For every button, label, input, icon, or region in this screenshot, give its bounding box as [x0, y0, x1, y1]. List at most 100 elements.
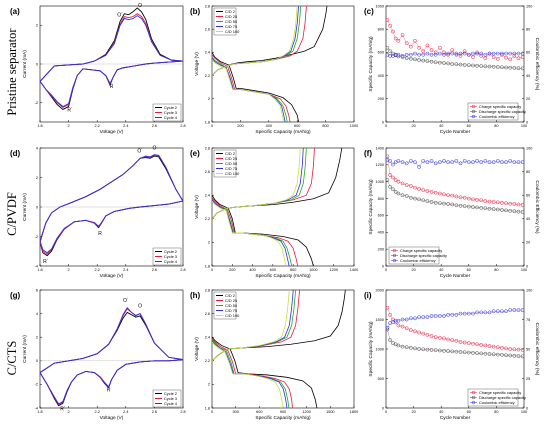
series-discharge-specific-capacity-point [500, 353, 504, 357]
series-discharge-specific-capacity-point [462, 63, 467, 67]
series-coulombic-efficiency-point [520, 308, 524, 312]
x-tick-label: 2 [68, 124, 70, 128]
series-charge-specific-capacity-point [479, 54, 484, 58]
series-coulombic-efficiency-point [479, 310, 484, 315]
series-discharge-specific-capacity-point [408, 195, 413, 200]
panels: (a) 1.8 2 2.2 2.4 2.6 2.8 -2 0 2 Voltage (V) Curren… [10, 3, 540, 421]
series-discharge-specific-capacity-point [446, 61, 450, 66]
legend-label: Cycle 2 [164, 391, 177, 396]
series-charge-specific-capacity-point [479, 343, 484, 347]
series-charge-specific-capacity-point [400, 181, 405, 186]
panel-letter: (e) [190, 149, 200, 158]
x-tick-label: 1400 [350, 268, 358, 272]
series-discharge-specific-capacity-point [520, 210, 524, 214]
series-coulombic-efficiency-point [425, 315, 430, 319]
series-coulombic-efficiency-point [425, 160, 430, 165]
series-coulombic-efficiency-point [429, 159, 434, 163]
series-charge-specific-capacity-point [471, 197, 475, 202]
series-discharge-specific-capacity-point [421, 198, 426, 203]
series-discharge-specific-capacity-point [386, 45, 390, 50]
x-tick-label: 2.8 [180, 410, 185, 414]
series-charge-specific-capacity-point [491, 200, 496, 204]
legend-label: C/D 100 [225, 313, 240, 318]
series-coulombic-efficiency-point [475, 51, 479, 56]
x-tick-label: 2.6 [152, 410, 157, 414]
series-charge-specific-capacity-point [508, 57, 513, 62]
series-discharge-specific-capacity-point [495, 352, 500, 357]
y-tick-label: 2 [36, 336, 38, 340]
panel-letter: (a) [10, 7, 20, 16]
series-charge-specific-capacity-point [458, 195, 463, 200]
y-axis-label: Specific Capacity (mAh/g) [368, 179, 374, 235]
series-coulombic-efficiency-point [483, 52, 488, 57]
series-discharge-specific-capacity-point [462, 350, 467, 355]
series-discharge-specific-capacity-point [466, 350, 471, 355]
series-discharge-specific-capacity-point [400, 55, 405, 59]
y-tick-label: 1000 [376, 347, 384, 351]
x-tick-label: 800 [290, 268, 296, 272]
series-coulombic-efficiency-point [487, 51, 492, 56]
series-discharge-specific-capacity-point [516, 66, 521, 71]
y-tick-label: 2 [208, 383, 210, 387]
series-c-d-100-charge-line [212, 148, 301, 220]
series-discharge-specific-capacity-point [458, 62, 463, 67]
x-tick-label: 0 [211, 410, 213, 414]
series-coulombic-efficiency-point [446, 51, 450, 56]
y-tick-label: 0 [36, 205, 38, 209]
series-discharge-specific-capacity-point [433, 60, 438, 65]
series-cycle-4-line [40, 306, 183, 405]
series-discharge-specific-capacity-point [388, 338, 392, 342]
series-discharge-specific-capacity-point [450, 202, 455, 207]
plot-area [386, 154, 524, 214]
series-charge-specific-capacity-point [393, 178, 398, 182]
series-coulombic-efficiency-point [479, 160, 484, 165]
series-coulombic-efficiency-point [487, 310, 492, 315]
legend-box [152, 247, 182, 266]
legend-label: C/D 75 [225, 308, 237, 313]
y-tick-label: -2 [35, 235, 38, 239]
series-coulombic-efficiency-point [458, 161, 463, 166]
x-axis-label: Specific Capacity (mAh/g) [255, 273, 311, 279]
x-tick-label: 40 [439, 124, 443, 128]
series-discharge-specific-capacity-point [471, 63, 475, 68]
y-tick-label: 200 [378, 247, 384, 251]
x-tick-label: 1800 [350, 410, 358, 414]
y-tick-label: 2000 [376, 288, 384, 292]
series-coulombic-efficiency-point [483, 159, 488, 163]
series-discharge-specific-capacity-point [487, 64, 492, 69]
y-tick-label: 6 [36, 288, 38, 292]
series-coulombic-efficiency-point [413, 160, 417, 165]
peak-annotation: O [138, 304, 142, 310]
series-charge-specific-capacity-point [471, 55, 475, 59]
series-coulombic-efficiency-point [421, 159, 426, 163]
series-discharge-specific-capacity-point [442, 348, 446, 353]
series-charge-specific-capacity-point [417, 330, 421, 335]
series-coulombic-efficiency-point [454, 159, 459, 163]
series-charge-specific-capacity-point [495, 345, 500, 350]
panel-letter: (d) [10, 149, 21, 158]
legend-label: Charge specific capacity [400, 248, 442, 253]
plot-area [386, 18, 524, 71]
series-coulombic-efficiency-point [458, 51, 463, 56]
series-discharge-specific-capacity-point [393, 189, 398, 194]
series-discharge-specific-capacity-point [491, 64, 496, 69]
series-coulombic-efficiency-point [462, 311, 467, 316]
y2-axis-label: Coulombic efficiency (%) [534, 323, 540, 376]
series-charge-specific-capacity-point [391, 29, 395, 34]
series-coulombic-efficiency-point [393, 318, 398, 323]
series-charge-specific-capacity-point [388, 173, 392, 177]
series-discharge-specific-capacity-point [442, 61, 446, 65]
series-coulombic-efficiency-point [437, 314, 442, 318]
legend-swatch-marker [471, 109, 476, 114]
x-axis-label: Cycle Number [440, 129, 471, 135]
series-charge-specific-capacity-point [413, 185, 417, 190]
y-tick-label: 0 [382, 406, 384, 410]
legend-label: Cycle 2 [164, 105, 177, 110]
y-tick-label: 2.6 [205, 170, 210, 174]
y-axis-label: Current (mA) [22, 335, 28, 363]
series-coulombic-efficiency-point [446, 160, 450, 165]
series-charge-specific-capacity-point [393, 36, 398, 41]
series-charge-specific-capacity-point [408, 328, 413, 332]
